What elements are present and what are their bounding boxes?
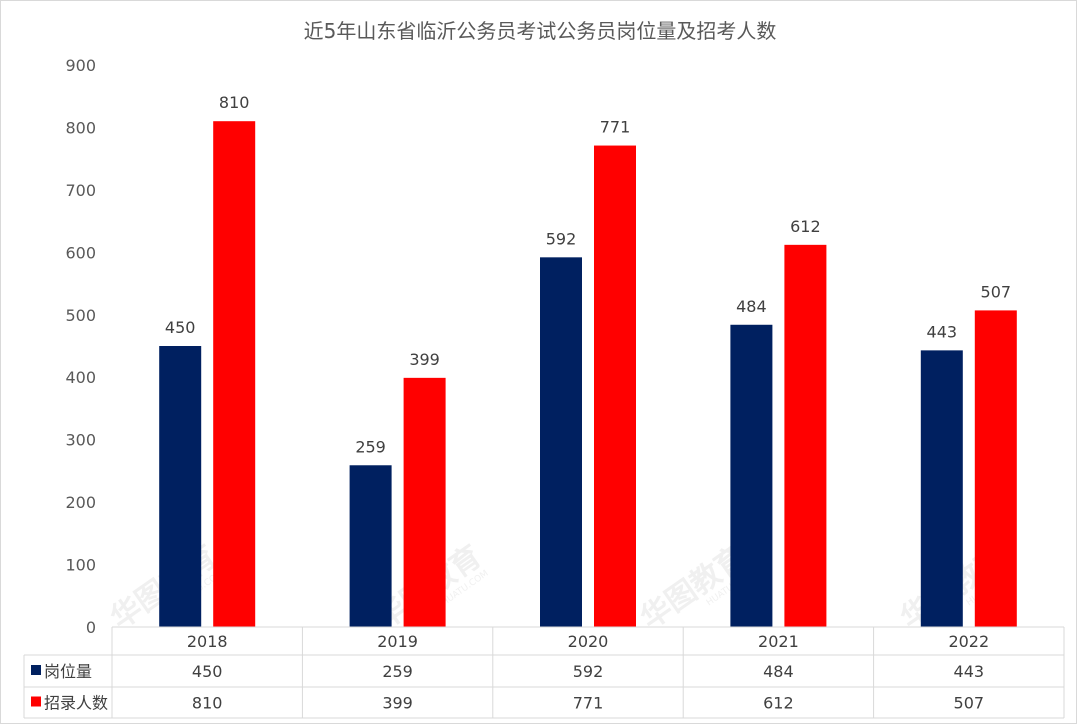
table-cell: 771: [573, 694, 604, 713]
table-cell: 399: [382, 694, 413, 713]
data-label: 592: [546, 229, 577, 248]
legend-swatch: [31, 696, 41, 707]
table-cell: 484: [763, 662, 794, 681]
chart-title: 近5年山东省临沂公务员考试公务员岗位量及招考人数: [304, 19, 777, 43]
data-table: 2018 2019 2020 2021 2022 岗位量 450 259 592 484 443 招录…: [23, 626, 1065, 719]
data-label: 259: [355, 437, 386, 456]
y-tick-label: 500: [65, 306, 96, 325]
bar-positions-2021: [730, 324, 773, 627]
data-label: 771: [600, 118, 631, 137]
table-cell: 259: [382, 662, 413, 681]
table-cell: 450: [192, 662, 223, 681]
data-label: 443: [927, 322, 958, 341]
y-tick-label: 100: [65, 556, 96, 575]
bar-recruits-2019: [403, 377, 446, 627]
data-label: 399: [409, 350, 440, 369]
bar-positions-2020: [540, 257, 582, 627]
y-axis: 0 100 200 300 400 500 600 700 800 900: [65, 56, 96, 637]
legend-label: 招录人数: [44, 694, 108, 713]
x-tick-label: 2022: [948, 632, 989, 651]
data-label: 507: [981, 282, 1012, 301]
y-tick-label: 0: [86, 618, 96, 637]
bar-recruits-2020: [594, 145, 636, 627]
x-tick-label: 2020: [568, 632, 609, 651]
y-tick-label: 400: [65, 368, 96, 387]
legend-swatch: [31, 665, 41, 675]
data-label: 612: [790, 217, 821, 236]
bar-recruits-2018: [213, 121, 256, 627]
x-tick-label: 2021: [758, 632, 799, 651]
data-label: 484: [736, 297, 767, 316]
bars: [159, 121, 1017, 627]
table-cell: 592: [573, 662, 604, 681]
y-tick-label: 200: [65, 493, 96, 512]
y-tick-label: 300: [65, 431, 96, 450]
data-label: 810: [219, 93, 250, 112]
bar-positions-2022: [920, 350, 963, 627]
bar-positions-2018: [159, 346, 202, 627]
data-label: 450: [165, 318, 196, 337]
x-tick-label: 2018: [187, 632, 228, 651]
table-cell: 810: [192, 694, 223, 713]
table-cell: 612: [763, 694, 794, 713]
y-tick-label: 600: [65, 243, 96, 262]
bar-recruits-2021: [784, 244, 827, 627]
legend-label: 岗位量: [44, 662, 92, 681]
y-tick-label: 800: [65, 118, 96, 137]
bar-recruits-2022: [974, 310, 1017, 627]
x-tick-label: 2019: [377, 632, 418, 651]
y-tick-label: 900: [65, 56, 96, 75]
table-cell: 443: [954, 662, 985, 681]
table-cell: 507: [954, 694, 985, 713]
data-labels: 450 810 259 399 592 771 484 612 443 507: [165, 93, 1011, 456]
bar-positions-2019: [349, 465, 392, 627]
y-tick-label: 700: [65, 181, 96, 200]
